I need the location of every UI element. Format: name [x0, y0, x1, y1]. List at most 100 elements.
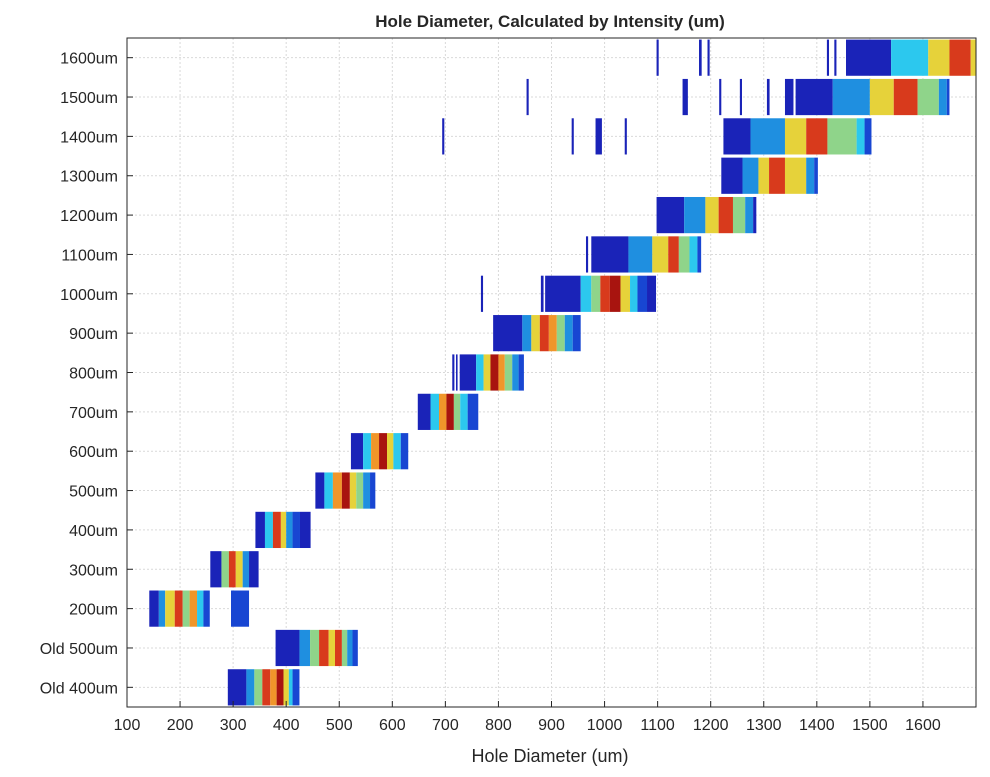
x-tick-label: 200: [167, 717, 194, 734]
heatmap-spike: [784, 78, 794, 116]
heatmap-band: [795, 78, 833, 116]
heatmap-band: [459, 354, 477, 391]
heatmap-band: [349, 472, 357, 509]
heatmap-band: [189, 590, 198, 627]
heatmap-band: [460, 393, 468, 430]
y-tick-label: 1200um: [60, 208, 118, 225]
heatmap-row: [227, 669, 300, 706]
heatmap-band: [221, 551, 229, 588]
heatmap-band: [628, 236, 653, 273]
heatmap-band: [249, 551, 259, 588]
heatmap-band: [280, 511, 287, 549]
heatmap-band: [210, 551, 222, 588]
heatmap-band: [504, 354, 513, 391]
y-tick-label: 500um: [69, 484, 118, 501]
heatmap-band: [292, 511, 300, 549]
heatmap-band: [647, 275, 657, 312]
heatmap-band: [235, 551, 243, 588]
heatmap-band: [379, 433, 388, 470]
heatmap-band: [400, 433, 409, 470]
heatmap-band: [255, 511, 265, 549]
heatmap-spike: [526, 78, 529, 116]
heatmap-band: [165, 590, 175, 627]
heatmap-row: [656, 196, 757, 234]
heatmap-band: [548, 315, 557, 352]
heatmap-row: [315, 472, 376, 509]
heatmap-band: [668, 236, 679, 273]
heatmap-row: [417, 393, 479, 430]
heatmap-band: [637, 275, 648, 312]
heatmap-band: [254, 669, 263, 706]
y-tick-label: Old 400um: [40, 680, 118, 697]
heatmap-band: [341, 472, 350, 509]
heatmap-band: [276, 669, 284, 706]
x-tick-label: 300: [220, 717, 247, 734]
heatmap-band: [784, 118, 807, 155]
heatmap-row: [721, 157, 818, 194]
heatmap-band: [832, 78, 870, 116]
heatmap-spike: [826, 39, 830, 76]
heatmap-band: [371, 433, 380, 470]
heatmap-band: [758, 157, 770, 194]
heatmap-band: [721, 157, 743, 194]
heatmap-band: [949, 39, 971, 76]
heatmap-band: [591, 236, 629, 273]
heatmap-spike: [442, 118, 445, 155]
heatmap-band: [310, 629, 320, 667]
y-tick-labels: Old 400um Old 500um 200um 300um 400um 500um 60…: [40, 51, 133, 697]
heatmap-band: [483, 354, 491, 391]
heatmap-band: [453, 393, 461, 430]
heatmap-band: [806, 118, 828, 155]
heatmap-band: [938, 78, 947, 116]
y-tick-label: 300um: [69, 562, 118, 579]
heatmap-band: [564, 315, 573, 352]
heatmap-band: [827, 118, 857, 155]
heatmap-band: [363, 472, 371, 509]
heatmap-band: [723, 118, 751, 155]
heatmap-band: [609, 275, 621, 312]
heatmap-band: [387, 433, 394, 470]
heatmap-band: [856, 118, 865, 155]
heatmap-band: [591, 275, 601, 312]
heatmap-spike: [766, 78, 770, 116]
heatmap-spike: [480, 275, 484, 312]
heatmap-band: [328, 629, 336, 667]
x-tick-label: 900: [538, 717, 565, 734]
heatmap-spike: [595, 118, 602, 155]
heatmap-band: [299, 511, 311, 549]
heatmap-band: [174, 590, 183, 627]
x-tick-label: 1400: [799, 717, 835, 734]
heatmap-band: [476, 354, 484, 391]
heatmap-band: [370, 472, 376, 509]
heatmap-band: [197, 590, 204, 627]
x-tick-label: 1500: [852, 717, 888, 734]
y-tick-label: 1400um: [60, 129, 118, 146]
heatmap-band: [917, 78, 939, 116]
heatmap-band: [324, 472, 333, 509]
heatmap-band: [545, 275, 581, 312]
heatmap-band: [869, 78, 894, 116]
heatmap-band: [784, 157, 807, 194]
x-tick-labels: 100 200 300 400 500 600 700 800 900 1000 1100 1200 1…: [114, 701, 941, 734]
heatmap-band: [531, 315, 540, 352]
heatmap-band: [522, 315, 532, 352]
heatmap-band: [417, 393, 431, 430]
heatmap-band: [845, 39, 892, 76]
x-tick-label: 1600: [905, 717, 941, 734]
x-tick-label: 1100: [640, 717, 675, 734]
heatmap-row: [526, 78, 950, 116]
heatmap-band: [262, 669, 271, 706]
heatmap-spike: [739, 78, 742, 116]
heatmap-row: [452, 354, 524, 391]
x-tick-label: 800: [485, 717, 512, 734]
heatmap-band: [620, 275, 631, 312]
heatmap-band: [539, 315, 549, 352]
heatmap-band: [439, 393, 447, 430]
heatmap-row: [442, 118, 872, 155]
heatmap-band: [246, 669, 255, 706]
heatmap-row: [585, 236, 702, 273]
heatmap-band: [493, 315, 523, 352]
y-tick-label: 1500um: [60, 90, 118, 107]
heatmap-band: [335, 629, 342, 667]
